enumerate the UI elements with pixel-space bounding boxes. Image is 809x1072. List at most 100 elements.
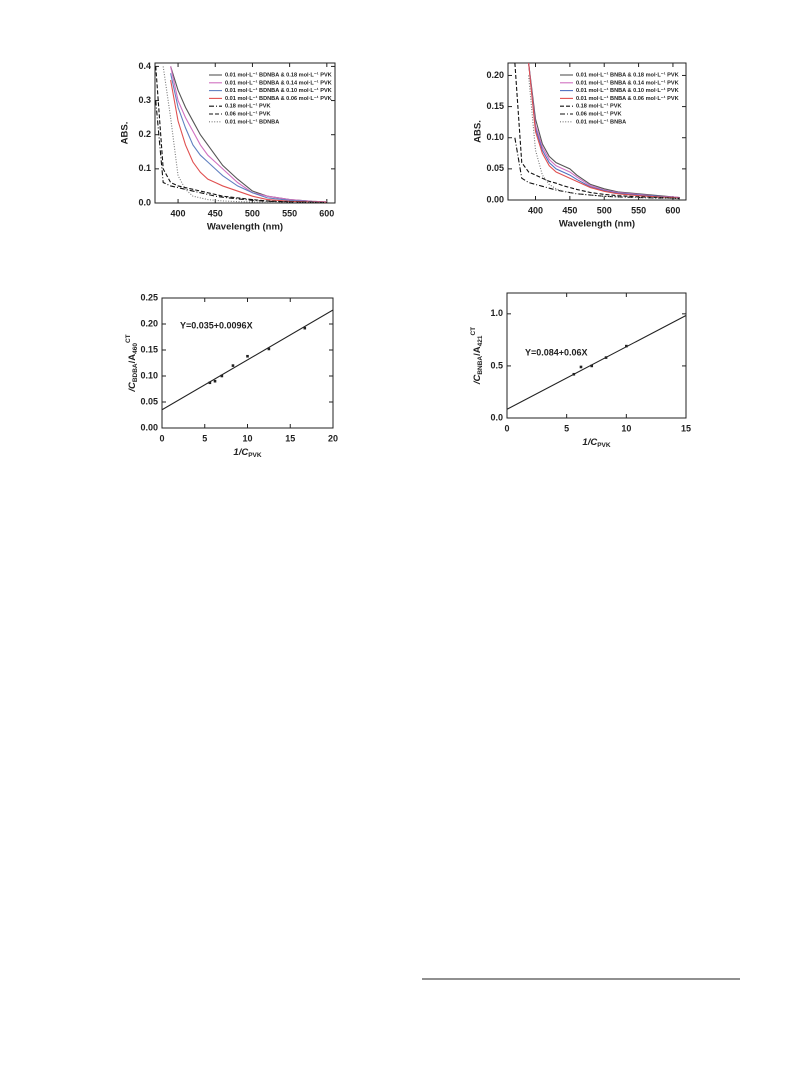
y-tick-label: 0.0 xyxy=(490,412,503,422)
x-tick-label: 0 xyxy=(159,433,164,443)
data-point xyxy=(590,364,594,368)
data-point xyxy=(604,356,608,359)
x-tick-label: 20 xyxy=(328,433,338,443)
axis-title-part: PVK xyxy=(597,442,611,449)
plot-frame xyxy=(154,62,336,204)
x-tick-label: 15 xyxy=(285,433,295,443)
data-point xyxy=(213,379,217,383)
x-tick-label: 5 xyxy=(202,433,207,443)
fit-line xyxy=(507,315,686,410)
y-tick-label: 0.5 xyxy=(490,360,503,370)
x-tick-label: 400 xyxy=(171,208,186,218)
axis-title-part: 1/C xyxy=(582,437,597,448)
y-axis-title: ABS. xyxy=(473,120,484,143)
data-point xyxy=(208,381,212,385)
axis-title-part: 1/C xyxy=(233,447,248,458)
series-line xyxy=(155,66,327,203)
legend-label: 0.01 mol·L⁻¹ BNBA & 0.06 mol·L⁻¹ PVK xyxy=(576,95,679,102)
y-tick-label: 0.1 xyxy=(138,163,151,173)
series-line xyxy=(170,79,327,203)
series-line xyxy=(162,66,327,203)
y-tick-label: 0.3 xyxy=(138,95,151,105)
x-tick-label: 600 xyxy=(319,208,334,218)
x-tick-label: 600 xyxy=(665,205,680,215)
y-tick-label: 0.00 xyxy=(486,194,504,204)
x-tick-label: 450 xyxy=(562,205,577,215)
data-point xyxy=(231,364,235,367)
series-line xyxy=(528,63,680,199)
y-tick-label: 0.2 xyxy=(138,129,151,139)
axis-title-part: BDBA xyxy=(132,363,139,382)
axis-title-part: 460 xyxy=(132,343,139,354)
x-tick-label: 500 xyxy=(245,208,260,218)
series-line xyxy=(514,63,680,199)
legend-label: 0.06 mol·L⁻¹ PVK xyxy=(225,110,271,117)
y-tick-label: 0.4 xyxy=(138,61,151,71)
y-axis-title: ABS. xyxy=(120,122,131,145)
plot-frame xyxy=(506,292,687,419)
y-tick-label: 1.0 xyxy=(490,308,503,318)
plot-frame xyxy=(507,62,687,201)
y-tick-label: 0.15 xyxy=(486,101,504,111)
axis-title-part: CT xyxy=(125,334,132,343)
x-tick-label: 500 xyxy=(597,205,612,215)
y-tick-label: 0.10 xyxy=(140,370,158,380)
axis-title-part: /A xyxy=(127,354,138,364)
y-tick-label: 0.05 xyxy=(486,163,504,173)
x-tick-label: 450 xyxy=(208,208,223,218)
data-point xyxy=(579,365,583,369)
legend-label: 0.01 mol·L⁻¹ BDNBA & 0.18 mol·L⁻¹ PVK xyxy=(225,71,332,78)
axis-title-part: 421 xyxy=(477,335,484,346)
series-line xyxy=(155,100,327,203)
y-tick-label: 0.15 xyxy=(140,344,158,354)
legend-label: 0.01 mol·L⁻¹ BDNBA xyxy=(225,118,279,125)
x-axis-title: 1/CPVK xyxy=(233,447,261,460)
y-axis-title: /CBDBA/A460CT xyxy=(125,334,139,392)
y-tick-label: 0.20 xyxy=(486,70,504,80)
y-tick-label: 0.05 xyxy=(140,396,158,406)
series-line xyxy=(170,66,327,203)
fit-equation: Y=0.084+0.06X xyxy=(525,347,588,357)
series-line xyxy=(170,73,327,203)
x-tick-label: 550 xyxy=(282,208,297,218)
y-tick-label: 0.10 xyxy=(486,132,504,142)
x-tick-label: 5 xyxy=(564,423,569,433)
x-tick-label: 550 xyxy=(631,205,646,215)
legend-label: 0.01 mol·L⁻¹ BNBA & 0.10 mol·L⁻¹ PVK xyxy=(576,87,679,94)
legend-label: 0.01 mol·L⁻¹ BDNBA & 0.14 mol·L⁻¹ PVK xyxy=(225,79,332,86)
data-point xyxy=(246,354,249,358)
x-axis-title: 1/CPVK xyxy=(582,437,610,450)
x-axis-title: Wavelength (nm) xyxy=(559,219,635,230)
legend-label: 0.01 mol·L⁻¹ BNBA & 0.14 mol·L⁻¹ PVK xyxy=(576,79,679,86)
legend-label: 0.06 mol·L⁻¹ PVK xyxy=(576,110,622,117)
axis-title-part: /A xyxy=(472,346,483,356)
axis-title-part: CT xyxy=(470,327,477,336)
legend-label: 0.01 mol·L⁻¹ BDNBA & 0.10 mol·L⁻¹ PVK xyxy=(225,87,332,94)
legend-label: 0.01 mol·L⁻¹ BNBA & 0.18 mol·L⁻¹ PVK xyxy=(576,71,679,78)
data-layer xyxy=(162,309,333,411)
axis-title-part: /C xyxy=(127,382,138,393)
data-layer xyxy=(155,66,327,203)
y-tick-label: 0.25 xyxy=(140,292,158,302)
axis-title-part: /C xyxy=(472,375,483,386)
data-point xyxy=(572,372,576,376)
legend-label: 0.01 mol·L⁻¹ BNBA xyxy=(576,118,626,125)
x-tick-label: 0 xyxy=(504,423,509,433)
x-tick-label: 15 xyxy=(681,423,691,433)
legend-label: 0.18 mol·L⁻¹ PVK xyxy=(225,103,271,110)
axis-title-part: BNBA xyxy=(477,356,484,375)
fit-line xyxy=(162,309,333,411)
data-point xyxy=(220,374,224,378)
data-layer xyxy=(507,315,686,410)
y-tick-label: 0.20 xyxy=(140,318,158,328)
fit-equation: Y=0.035+0.0096X xyxy=(180,320,253,330)
y-axis-title: /CBNBA/A421CT xyxy=(470,327,484,385)
x-tick-label: 10 xyxy=(242,433,252,443)
legend-label: 0.18 mol·L⁻¹ PVK xyxy=(576,103,622,110)
y-tick-label: 0.0 xyxy=(138,197,151,207)
data-layer xyxy=(514,63,680,200)
data-point xyxy=(267,347,271,351)
data-point xyxy=(303,326,307,330)
